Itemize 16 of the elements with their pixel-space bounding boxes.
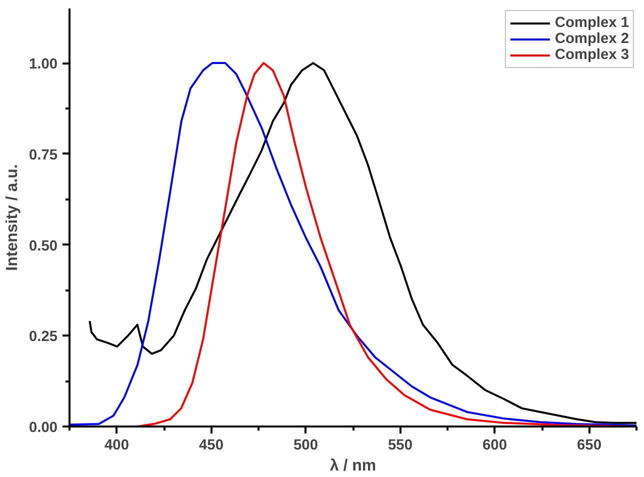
x-tick-label: 400 [104, 438, 129, 454]
x-tick-label: 650 [577, 438, 602, 454]
y-tick-label: 0.00 [28, 420, 58, 436]
y-axis-title: Intensity / a.u. [4, 164, 21, 271]
y-tick-label: 0.75 [28, 147, 58, 164]
y-tick-label: 1.00 [28, 56, 58, 73]
y-tick-label: 0.50 [28, 238, 58, 254]
legend-label: Complex 3 [554, 47, 629, 63]
x-tick-label: 500 [294, 438, 318, 454]
legend-label: Complex 1 [554, 15, 629, 31]
x-axis-title: λ / nm [330, 458, 376, 474]
x-tick-label: 550 [388, 438, 412, 454]
legend-label: Complex 2 [554, 31, 629, 47]
x-tick-label: 450 [199, 438, 224, 454]
x-tick-label: 600 [482, 438, 507, 454]
y-tick-label: 0.25 [28, 329, 58, 346]
